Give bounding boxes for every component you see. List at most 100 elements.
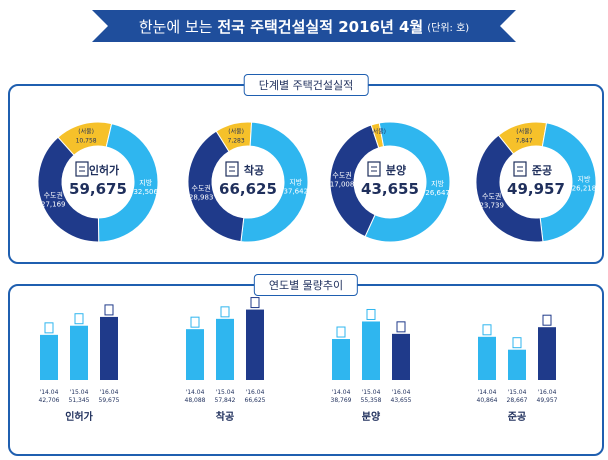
- bar-value: 38,769: [331, 397, 352, 404]
- bar: [186, 329, 204, 380]
- bar-icon: [482, 324, 492, 336]
- bar-icon: [104, 304, 114, 316]
- bar-category: '16.04: [392, 389, 411, 396]
- slice-label: 수도권: [44, 191, 63, 199]
- bar-value: 48,088: [185, 397, 206, 404]
- donut-slice: [240, 121, 309, 243]
- donut-total: 59,675: [69, 180, 127, 198]
- slice-label: 지방: [431, 179, 444, 188]
- slice-value: 7,847: [516, 137, 533, 144]
- donut-slice: [37, 136, 100, 243]
- bar-category: '16.04: [246, 389, 265, 396]
- document-pen-icon: [75, 161, 89, 177]
- slice-label: (서울): [516, 127, 532, 135]
- bar: [362, 321, 380, 380]
- bar-group-title: 착공: [216, 410, 234, 423]
- slice-label: 지방: [289, 177, 302, 186]
- bar-value: 43,655: [391, 397, 412, 404]
- bar: [40, 334, 58, 380]
- icon-outline: [367, 161, 381, 177]
- bar-category: '14.04: [186, 389, 205, 396]
- bar-value: 51,345: [69, 397, 90, 404]
- slice-value: 26,647: [425, 189, 450, 197]
- bar-category: '14.04: [478, 389, 497, 396]
- sale-sign-icon: [367, 161, 381, 177]
- bar-value: 59,675: [99, 397, 120, 404]
- slice-value: 32,506: [133, 188, 158, 196]
- slice-label: 수도권: [192, 185, 211, 193]
- donut-slice: [97, 122, 159, 243]
- bar-value: 57,842: [215, 397, 236, 404]
- title-main: 전국 주택건설실적 2016년 4월: [217, 17, 424, 36]
- bar: [508, 349, 526, 380]
- slice-label: (서울): [228, 127, 244, 135]
- bar-icon: [220, 306, 230, 318]
- slice-label: (서울): [78, 127, 94, 135]
- bar: [70, 325, 88, 380]
- slice-value: 37,642: [284, 187, 309, 195]
- bar-icon: [250, 297, 260, 309]
- bar: [216, 318, 234, 380]
- slice-value: 28,983: [189, 194, 214, 202]
- page-title: 한눈에 보는 전국 주택건설실적 2016년 4월 (단위: 호): [92, 10, 516, 42]
- icon-outline: [513, 161, 527, 177]
- slice-value: 26,218: [572, 184, 597, 192]
- crane-icon: [225, 161, 239, 177]
- bar-category: '15.04: [362, 389, 381, 396]
- bar-category: '14.04: [40, 389, 59, 396]
- donut-center-label: 준공: [532, 164, 552, 177]
- bar-value: 42,706: [39, 397, 60, 404]
- slice-value: 23,739: [479, 202, 504, 210]
- slice-value: 27,169: [41, 200, 66, 208]
- bar-category: '16.04: [100, 389, 119, 396]
- bar-value: 49,957: [537, 397, 558, 404]
- bar-group-title: 분양: [362, 411, 381, 423]
- bar-value: 55,358: [361, 397, 382, 404]
- bar-category: '15.04: [70, 389, 89, 396]
- bar-icon: [336, 326, 346, 338]
- bar: [478, 336, 496, 380]
- slice-label: (서울): [370, 127, 386, 135]
- bar-category: '16.04: [538, 389, 557, 396]
- donut-center-label: 인허가: [89, 163, 119, 177]
- slice-label: 수도권: [482, 193, 501, 201]
- icon-outline: [225, 161, 239, 177]
- slice-label: 수도권: [332, 171, 351, 179]
- bar-category: '14.04: [332, 389, 351, 396]
- donut-slice: [187, 130, 245, 243]
- title-unit: (단위: 호): [427, 22, 470, 34]
- bar-value: 66,625: [245, 397, 266, 404]
- bar-icon: [396, 321, 406, 333]
- bar-icon: [44, 322, 54, 334]
- bar: [246, 309, 264, 380]
- title-ribbon: 한눈에 보는 전국 주택건설실적 2016년 4월 (단위: 호): [92, 10, 516, 42]
- bar-category: '15.04: [508, 389, 527, 396]
- stage-panel: 단계별 주택건설실적 수도권 27,169 (서울) 10,758 지방 32,506 인허…: [8, 74, 604, 264]
- ribbon-polygon: [92, 10, 516, 42]
- donut-total: 49,957: [507, 180, 565, 198]
- bar-category: '15.04: [216, 389, 235, 396]
- donut-slice: [475, 134, 544, 243]
- bar-group-title: 인허가: [65, 410, 93, 423]
- title-prefix: 한눈에 보는: [138, 17, 213, 36]
- trend-panel-label: 연도별 물량추이: [253, 274, 359, 296]
- bar-icon: [366, 308, 376, 320]
- donut-hole: [213, 147, 283, 217]
- bar-charts: '14.0442,706'15.0451,345'16.0459,675인허가'…: [39, 297, 558, 423]
- bar-icon: [190, 316, 200, 328]
- bar: [332, 339, 350, 380]
- donut-hole: [355, 147, 425, 217]
- bar-value: 40,864: [477, 397, 498, 404]
- slice-label: 지방: [139, 178, 152, 187]
- donut-slice: [364, 121, 451, 243]
- trend-panel: 연도별 물량추이 '14.04 42,706'15.04 51,345'16.04 5…: [8, 274, 604, 456]
